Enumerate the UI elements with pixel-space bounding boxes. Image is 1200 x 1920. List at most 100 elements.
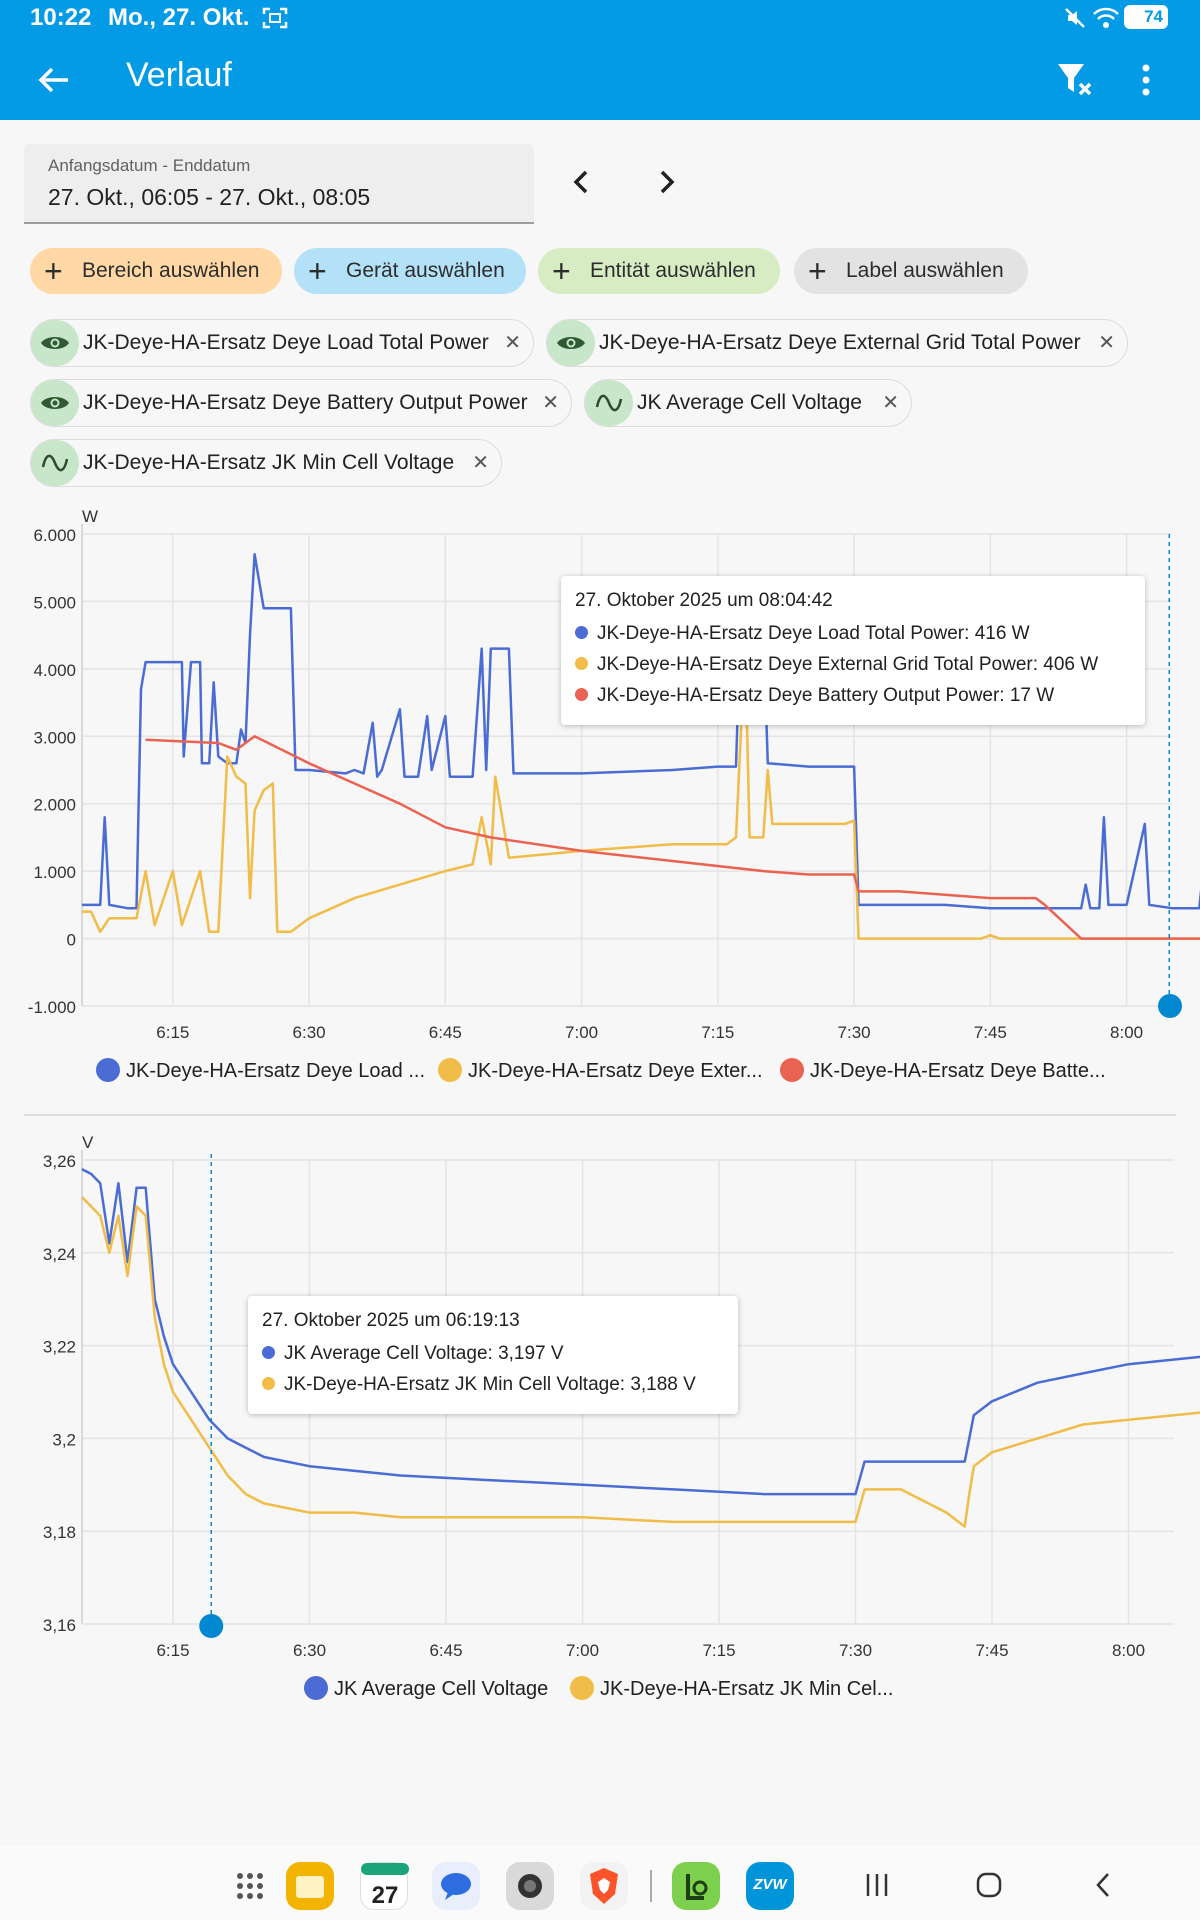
home-icon	[976, 1872, 1002, 1898]
files-app-icon[interactable]	[286, 1862, 334, 1910]
tooltip-dot	[575, 688, 588, 701]
mute-icon	[1065, 8, 1085, 28]
entity-chip-label: JK Average Cell Voltage	[637, 391, 862, 414]
legend-load-power[interactable]: JK-Deye-HA-Ersatz Deye Load ...	[96, 1058, 425, 1083]
clear-filter-button[interactable]	[1052, 56, 1100, 104]
zoom-handle[interactable]	[199, 1614, 224, 1638]
x-tick-label: 7:15	[701, 1023, 734, 1040]
legend-label: JK-Deye-HA-Ersatz Deye Exter...	[468, 1060, 763, 1082]
recents-icon	[866, 1874, 888, 1896]
system-back-button[interactable]	[1086, 1868, 1120, 1910]
x-tick-label: 6:30	[293, 1641, 326, 1660]
tooltip-row: JK-Deye-HA-Ersatz JK Min Cell Voltage: 3…	[262, 1369, 724, 1400]
date-range-label: Anfangsdatum - Enddatum	[48, 156, 251, 175]
series-line-0[interactable]	[82, 552, 1200, 915]
x-tick-label: 8:00	[1112, 1641, 1145, 1660]
y-tick-label: 5.000	[33, 593, 76, 612]
next-range-button[interactable]	[642, 158, 690, 206]
voltage-chart-tooltip: 27. Oktober 2025 um 06:19:13 JK Average …	[248, 1296, 738, 1414]
sine-wave-icon	[31, 440, 79, 486]
entity-chip-label: JK-Deye-HA-Ersatz Deye External Grid Tot…	[599, 331, 1081, 354]
page-title: Verlauf	[126, 56, 232, 94]
svg-text:27: 27	[372, 1882, 399, 1909]
series-line-1[interactable]	[81, 1196, 1200, 1528]
legend-grid-power[interactable]: JK-Deye-HA-Ersatz Deye Exter...	[438, 1058, 763, 1083]
plus-icon: +	[552, 253, 571, 289]
calendar-app-icon[interactable]: 27	[360, 1862, 409, 1910]
y-tick-label: 2.000	[33, 796, 76, 815]
status-time: 10:22	[30, 4, 92, 31]
legend-dot	[304, 1676, 328, 1700]
app-drawer-icon[interactable]	[226, 1862, 274, 1910]
plus-icon: +	[308, 253, 327, 289]
entity-chip-label: JK-Deye-HA-Ersatz Deye Battery Output Po…	[83, 391, 528, 414]
x-tick-label: 6:15	[156, 1023, 189, 1040]
eye-icon	[547, 320, 595, 366]
brave-browser-icon[interactable]	[580, 1862, 628, 1910]
area-filter-button[interactable]: + Bereich auswählen	[30, 248, 282, 294]
tooltip-time: 27. Oktober 2025 um 06:19:13	[262, 1310, 520, 1331]
dock-separator	[650, 1870, 652, 1902]
y-tick-label: 3,18	[43, 1523, 76, 1542]
x-tick-label: 7:15	[702, 1641, 735, 1660]
legend-battery-power[interactable]: JK-Deye-HA-Ersatz Deye Batte...	[780, 1058, 1106, 1083]
entity-filter-button[interactable]: + Entität auswählen	[538, 248, 780, 294]
camera-app-icon[interactable]	[506, 1862, 554, 1910]
close-icon[interactable]: ✕	[542, 392, 559, 414]
tooltip-text: JK-Deye-HA-Ersatz JK Min Cell Voltage: 3…	[284, 1374, 696, 1395]
more-options-button[interactable]	[1122, 56, 1170, 104]
date-range-field[interactable]: Anfangsdatum - Enddatum 27. Okt., 06:05 …	[24, 144, 534, 224]
power-chart-tooltip: 27. Oktober 2025 um 08:04:42 JK-Deye-HA-…	[561, 576, 1145, 725]
messages-app-icon[interactable]	[432, 1862, 480, 1910]
eye-icon	[31, 380, 79, 426]
x-tick-label: 7:45	[975, 1641, 1008, 1660]
entity-chip-min-cell-voltage[interactable]: JK-Deye-HA-Ersatz JK Min Cell Voltage ✕	[30, 439, 502, 487]
more-vert-icon	[1142, 64, 1150, 96]
recent-apps-button[interactable]	[860, 1868, 894, 1910]
tooltip-text: JK-Deye-HA-Ersatz Deye External Grid Tot…	[597, 654, 1099, 675]
series-line-2[interactable]	[145, 735, 1200, 940]
close-icon[interactable]: ✕	[504, 332, 521, 354]
tooltip-text: JK-Deye-HA-Ersatz Deye Battery Output Po…	[597, 685, 1055, 706]
date-range-value: 27. Okt., 06:05 - 27. Okt., 08:05	[48, 184, 371, 210]
home-button[interactable]	[972, 1868, 1006, 1910]
y-tick-label: 3.000	[33, 728, 76, 747]
series-line-0[interactable]	[81, 1168, 1200, 1496]
legend-label: JK-Deye-HA-Ersatz Deye Batte...	[810, 1060, 1106, 1082]
previous-range-button[interactable]	[558, 158, 606, 206]
legend-avg-cell-voltage[interactable]: JK Average Cell Voltage	[304, 1676, 548, 1701]
entity-chip-battery-power[interactable]: JK-Deye-HA-Ersatz Deye Battery Output Po…	[30, 379, 572, 427]
close-icon[interactable]: ✕	[882, 392, 899, 414]
y-tick-label: 3,16	[43, 1616, 76, 1635]
label-filter-button[interactable]: + Label auswählen	[794, 248, 1028, 294]
x-tick-label: 6:15	[156, 1641, 189, 1660]
legend-label: JK-Deye-HA-Ersatz Deye Load ...	[126, 1060, 425, 1082]
chevron-left-icon	[1096, 1873, 1109, 1897]
area-filter-label: Bereich auswählen	[82, 259, 260, 282]
tooltip-text: JK-Deye-HA-Ersatz Deye Load Total Power:…	[597, 623, 1030, 644]
legend-min-cell-voltage[interactable]: JK-Deye-HA-Ersatz JK Min Cel...	[570, 1676, 893, 1701]
close-icon[interactable]: ✕	[472, 452, 489, 474]
device-filter-button[interactable]: + Gerät auswählen	[294, 248, 526, 294]
zvw-paper-app-icon[interactable]: ZVW	[746, 1862, 794, 1910]
close-icon[interactable]: ✕	[1098, 332, 1115, 354]
back-button[interactable]	[30, 56, 78, 104]
app-bar: 10:22 Mo., 27. Okt. 74 Verlauf	[0, 0, 1200, 120]
banking-app-icon[interactable]	[672, 1862, 720, 1910]
chevron-right-icon	[660, 170, 675, 194]
y-tick-label: 3,22	[43, 1338, 76, 1357]
tooltip-time: 27. Oktober 2025 um 08:04:42	[575, 590, 833, 611]
entity-chip-avg-cell-voltage[interactable]: JK Average Cell Voltage ✕	[584, 379, 912, 427]
y-tick-label: 3,2	[52, 1430, 76, 1449]
x-tick-label: 7:45	[974, 1023, 1007, 1040]
entity-chip-label: JK-Deye-HA-Ersatz Deye Load Total Power	[83, 331, 489, 354]
series-line-1[interactable]	[82, 640, 1200, 940]
chart-divider	[24, 1114, 1176, 1116]
zoom-handle[interactable]	[1158, 994, 1182, 1018]
entity-chip-grid-power[interactable]: JK-Deye-HA-Ersatz Deye External Grid Tot…	[546, 319, 1128, 367]
label-filter-label: Label auswählen	[846, 259, 1004, 282]
device-filter-label: Gerät auswählen	[346, 259, 505, 282]
entity-chip-load-power[interactable]: JK-Deye-HA-Ersatz Deye Load Total Power …	[30, 319, 534, 367]
tooltip-dot	[575, 657, 588, 670]
